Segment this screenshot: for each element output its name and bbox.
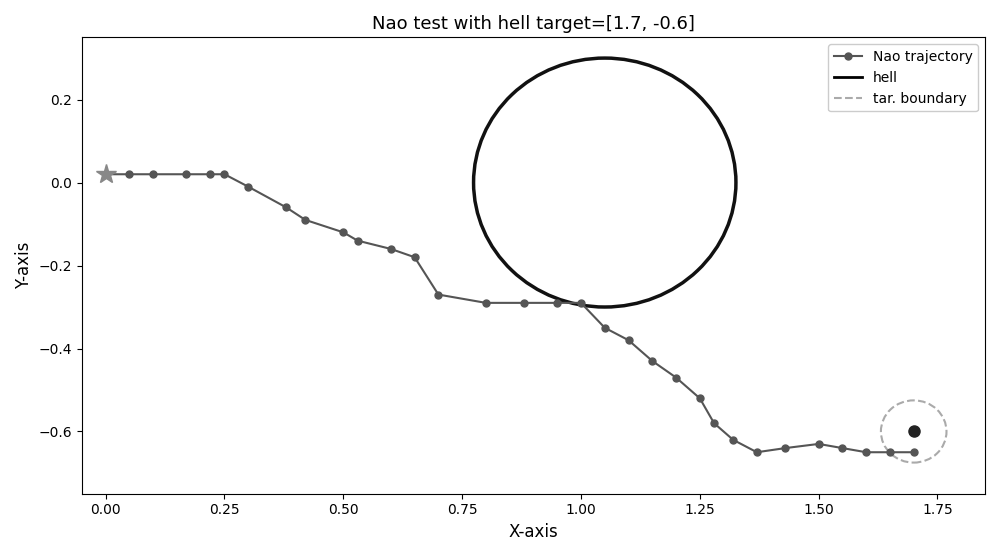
Nao trajectory bbox=[218, 171, 230, 177]
Nao trajectory bbox=[432, 291, 444, 298]
Nao trajectory bbox=[100, 171, 112, 177]
Nao trajectory bbox=[646, 358, 658, 364]
Nao trajectory bbox=[551, 300, 563, 306]
Nao trajectory bbox=[242, 183, 254, 190]
Nao trajectory bbox=[670, 374, 682, 381]
Nao trajectory bbox=[352, 237, 364, 244]
Nao trajectory bbox=[337, 229, 349, 236]
Nao trajectory bbox=[694, 395, 706, 401]
Nao trajectory bbox=[280, 204, 292, 211]
Legend: Nao trajectory, hell, tar. boundary: Nao trajectory, hell, tar. boundary bbox=[828, 44, 978, 111]
Nao trajectory bbox=[708, 420, 720, 426]
Nao trajectory bbox=[623, 337, 635, 344]
Y-axis label: Y-axis: Y-axis bbox=[15, 242, 33, 289]
Nao trajectory bbox=[779, 445, 791, 451]
Line: Nao trajectory: Nao trajectory bbox=[102, 171, 917, 456]
Nao trajectory bbox=[385, 246, 397, 252]
Nao trajectory bbox=[409, 254, 421, 261]
Nao trajectory bbox=[836, 445, 848, 451]
Nao trajectory bbox=[908, 449, 920, 455]
Title: Nao test with hell target=[1.7, -0.6]: Nao test with hell target=[1.7, -0.6] bbox=[372, 15, 695, 33]
Nao trajectory bbox=[299, 216, 311, 223]
Nao trajectory bbox=[518, 300, 530, 306]
Nao trajectory bbox=[599, 325, 611, 331]
Nao trajectory bbox=[147, 171, 159, 177]
Nao trajectory bbox=[884, 449, 896, 455]
Nao trajectory bbox=[860, 449, 872, 455]
Nao trajectory bbox=[204, 171, 216, 177]
Nao trajectory bbox=[180, 171, 192, 177]
Nao trajectory bbox=[727, 436, 739, 443]
Nao trajectory bbox=[751, 449, 763, 455]
Nao trajectory bbox=[813, 440, 825, 447]
Nao trajectory bbox=[480, 300, 492, 306]
Nao trajectory bbox=[123, 171, 135, 177]
X-axis label: X-axis: X-axis bbox=[509, 523, 558, 541]
Nao trajectory bbox=[575, 300, 587, 306]
